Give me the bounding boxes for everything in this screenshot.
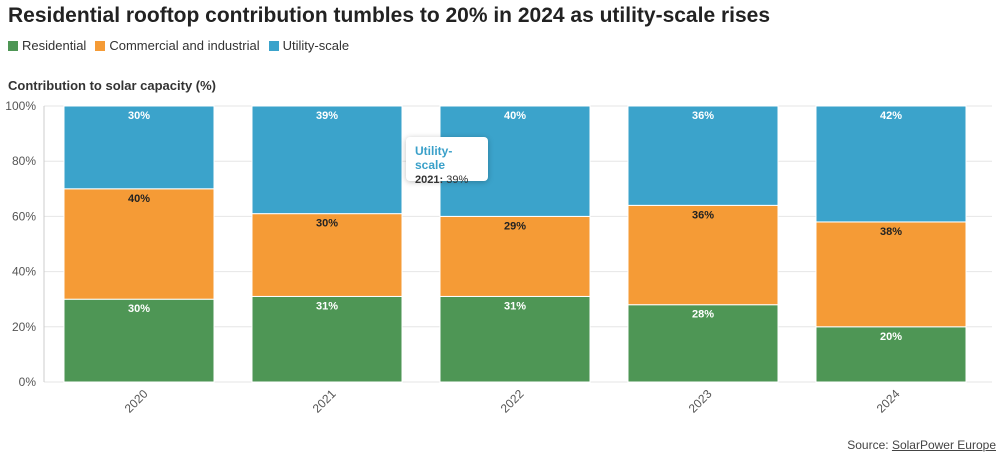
data-label: 36% bbox=[692, 110, 714, 122]
x-tick-label: 2022 bbox=[498, 387, 527, 416]
tooltip-line: 2021: 39% bbox=[415, 174, 479, 186]
legend-label-residential: Residential bbox=[22, 38, 87, 53]
y-tick-label: 60% bbox=[12, 209, 36, 223]
legend-item-commercial[interactable]: Commercial and industrial bbox=[95, 38, 260, 53]
y-tick-label: 40% bbox=[12, 265, 36, 279]
x-tick-label: 2024 bbox=[874, 387, 903, 416]
x-tick-label: 2020 bbox=[122, 387, 151, 416]
data-label: 30% bbox=[316, 218, 338, 230]
legend-swatch-utility bbox=[268, 40, 279, 51]
legend-item-utility[interactable]: Utility-scale bbox=[268, 38, 350, 53]
data-label: 40% bbox=[128, 193, 150, 205]
bar-utility-scale-2020 bbox=[63, 105, 215, 190]
legend-swatch-residential bbox=[8, 40, 18, 51]
bar-commercial-and-industrial-2024 bbox=[815, 221, 967, 328]
x-tick-label: 2023 bbox=[686, 387, 715, 416]
data-label: 30% bbox=[128, 303, 150, 315]
bar-utility-scale-2024 bbox=[815, 105, 967, 223]
tooltip: Utility-scale 2021: 39% bbox=[406, 137, 488, 186]
legend-item-residential[interactable]: Residential bbox=[8, 38, 86, 53]
bar-residential-2022 bbox=[439, 295, 591, 383]
data-label: 40% bbox=[504, 110, 526, 122]
bar-commercial-and-industrial-2020 bbox=[63, 188, 215, 300]
y-tick-label: 20% bbox=[12, 320, 36, 334]
data-label: 31% bbox=[504, 300, 526, 312]
data-label: 30% bbox=[128, 110, 150, 122]
source-link[interactable]: SolarPower Europe bbox=[891, 438, 996, 452]
bar-commercial-and-industrial-2023 bbox=[627, 204, 779, 306]
data-label: 38% bbox=[880, 226, 902, 238]
data-label: 39% bbox=[316, 110, 338, 122]
bar-utility-scale-2023 bbox=[627, 105, 779, 206]
x-tick-label: 2021 bbox=[310, 387, 339, 416]
source-note: Source: SolarPower Europe bbox=[847, 438, 996, 452]
bar-utility-scale-2021 bbox=[251, 105, 403, 215]
bar-residential-2020 bbox=[63, 298, 215, 383]
y-axis-title: Contribution to solar capacity (%) bbox=[8, 78, 217, 93]
bar-residential-2024 bbox=[815, 326, 967, 383]
legend-label-commercial: Commercial and industrial bbox=[109, 38, 260, 53]
y-tick-label: 0% bbox=[19, 375, 37, 389]
data-label: 42% bbox=[880, 110, 902, 122]
legend-swatch-commercial bbox=[95, 40, 106, 51]
bar-commercial-and-industrial-2021 bbox=[251, 213, 403, 297]
tooltip-value: 39% bbox=[446, 174, 469, 186]
bar-commercial-and-industrial-2022 bbox=[439, 215, 591, 297]
source-prefix: Source: bbox=[847, 438, 892, 452]
y-tick-label: 100% bbox=[5, 99, 36, 113]
data-label: 20% bbox=[880, 331, 902, 343]
data-label: 28% bbox=[692, 309, 714, 321]
chart-title: Residential rooftop contribution tumbles… bbox=[8, 4, 771, 27]
data-label: 36% bbox=[692, 209, 714, 221]
y-tick-label: 80% bbox=[12, 154, 36, 168]
data-label: 31% bbox=[316, 300, 338, 312]
legend: Residential Commercial and industrial Ut… bbox=[8, 38, 358, 53]
data-label: 29% bbox=[504, 220, 526, 232]
legend-label-utility: Utility-scale bbox=[282, 38, 350, 53]
tooltip-year: 2021: bbox=[415, 174, 444, 186]
tooltip-series: Utility-scale bbox=[415, 144, 453, 172]
